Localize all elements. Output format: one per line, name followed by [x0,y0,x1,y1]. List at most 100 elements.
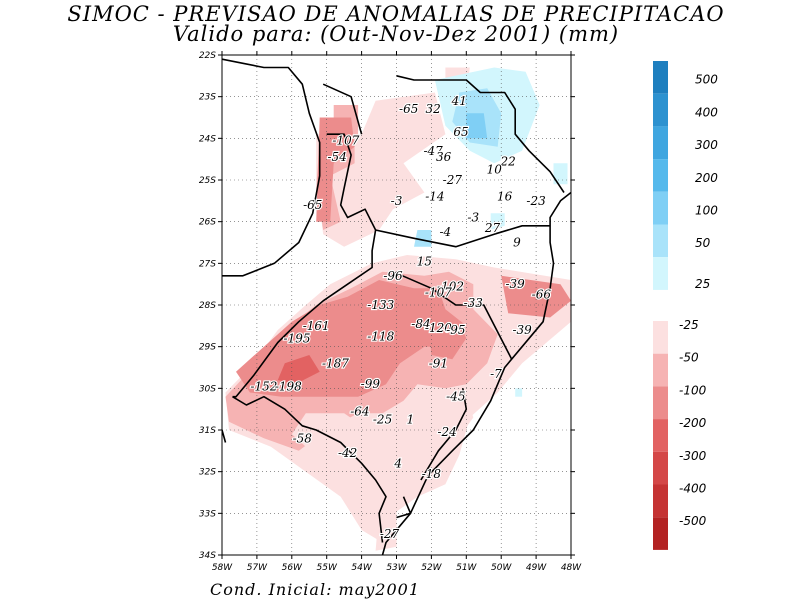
value-label: -25 [373,413,392,427]
border-line [375,225,551,248]
initial-condition-note: Cond. Inicial: may2001 [210,580,421,599]
value-label: -33 [464,296,484,310]
anomaly-region [553,163,568,185]
lat-tick-label: 26S [199,218,216,228]
value-label: 15 [417,254,432,268]
value-label: -45 [446,390,465,404]
lat-tick-label: 33S [199,509,216,519]
value-label: -65 [399,102,418,116]
lon-tick-label: 48W [561,563,582,573]
lon-tick-label: 57W [247,563,268,573]
value-label: -107 [332,133,359,147]
value-label: -54 [328,150,347,164]
value-label: -66 [532,288,552,302]
value-label: 27 [484,221,501,235]
colorbar-swatch-negative [653,484,668,518]
chart-subtitle: Valido para: (Out-Nov-Dez 2001) (mm) [172,22,620,46]
lon-tick-label: 51W [456,563,477,573]
colorbar-swatch-positive [653,93,668,127]
value-label: -152 [250,379,277,393]
anomaly-region [424,388,474,447]
chart-title: SIMOC - PREVISAO DE ANOMALIAS DE PRECIPI… [67,2,725,26]
colorbar-swatch-positive [653,159,668,192]
value-label: -58 [293,431,313,445]
value-label: -107 [425,286,452,300]
lon-tick-label: 53W [386,563,407,573]
colorbar-label-negative: -500 [679,514,707,528]
value-label: -3 [467,211,479,225]
value-label: 36 [436,150,452,164]
lat-tick-label: 32S [199,468,216,478]
anomaly-field [225,67,571,551]
lat-tick-label: 24S [199,134,216,144]
colorbar-label-positive: 25 [695,277,710,291]
border-line [392,270,513,360]
value-label: 4 [393,456,402,470]
lat-tick-label: 31S [199,426,216,436]
value-label: -18 [422,467,442,481]
anomaly-region [490,213,505,230]
border-line [222,429,227,443]
anomaly-region [375,505,397,551]
border-line [396,75,565,193]
political-borders [222,58,571,555]
value-label: -24 [437,425,456,439]
value-label: -102 [437,279,464,293]
value-label: -39 [505,277,525,291]
colorbar-label-positive: 300 [695,138,718,152]
value-label: -65 [303,198,322,212]
value-label: -133 [367,298,394,312]
lon-tick-label: 50W [491,563,512,573]
colorbar-label-negative: -50 [679,351,699,365]
colorbar: 500 400 300 200 100 50 25 -25 -50 -100 -200 -300 -40… [653,61,718,550]
colorbar-label-negative: -200 [679,416,707,430]
value-label: -47 [423,144,443,158]
colorbar-swatch-positive [653,191,668,225]
value-label: -195 [284,331,311,345]
lon-tick-label: 55W [317,563,338,573]
border-line [322,83,363,135]
colorbar-label-negative: -300 [679,449,707,463]
lat-tick-label: 25S [199,176,216,186]
value-label: -23 [526,194,546,208]
value-label: -42 [338,446,357,460]
colorbar-swatch-negative [653,517,668,550]
value-label: -3 [391,194,403,208]
anomaly-region [501,275,571,318]
value-label: -39 [512,323,532,337]
lat-tick-label: 30S [199,384,216,394]
lat-tick-label: 22S [199,51,216,61]
colorbar-swatch-negative [653,353,668,387]
border-line [420,388,468,481]
colorbar-swatch-negative [653,386,668,420]
lat-tick-label: 28S [199,301,216,311]
value-label: -84 [411,317,430,331]
value-label: -96 [383,269,403,283]
value-label: -95 [446,323,465,337]
value-label: -14 [425,190,444,204]
lat-tick-label: 23S [199,93,216,103]
colorbar-label-positive: 50 [695,236,711,250]
value-label: -7 [490,367,502,381]
colorbar-label-positive: 500 [695,73,718,87]
border-line [232,133,377,398]
anomaly-region [414,230,432,247]
anomaly-region [316,117,355,222]
colorbar-swatch-positive [653,61,668,94]
colorbar-label-positive: 400 [695,105,718,119]
lon-tick-label: 58W [212,563,233,573]
anomaly-region [277,355,320,385]
value-label: 1 [407,413,415,427]
colorbar-swatch-positive [653,126,668,160]
value-label: -64 [350,404,369,418]
border-line [222,58,321,277]
value-label: 41 [451,94,467,108]
colorbar-swatch-negative [653,419,668,452]
colorbar-swatch-positive [653,257,668,290]
value-label: 65 [453,125,468,139]
anomaly-region [316,92,446,247]
border-line [396,496,412,519]
value-label: -161 [303,319,330,333]
